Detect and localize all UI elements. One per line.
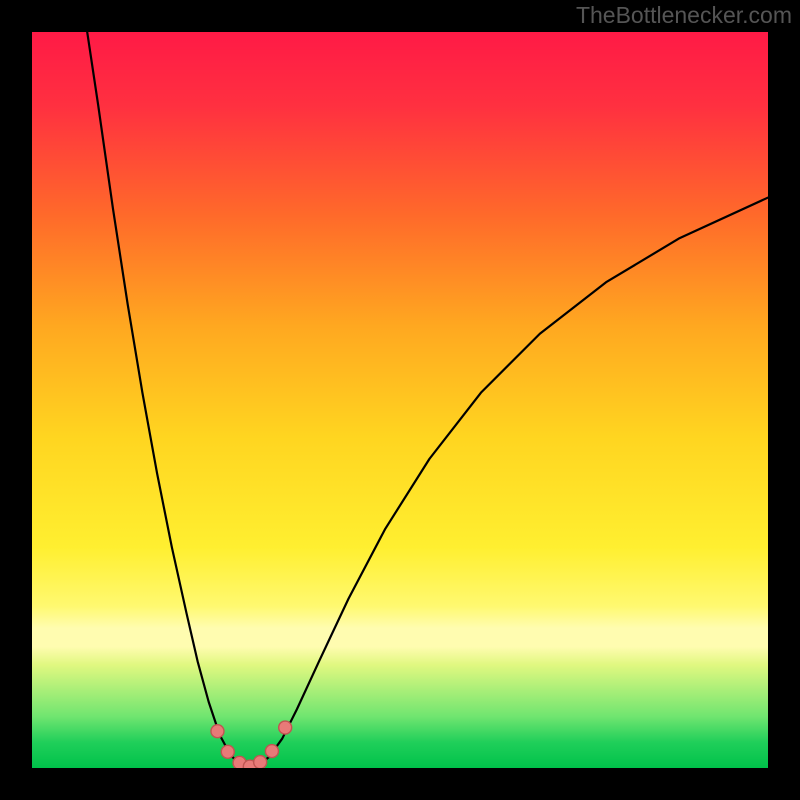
- marker-point: [221, 745, 234, 758]
- marker-point: [254, 756, 267, 769]
- bottleneck-chart: [0, 0, 800, 800]
- marker-point: [211, 725, 224, 738]
- marker-point: [265, 745, 278, 758]
- chart-plot-bg: [32, 32, 768, 768]
- watermark-text: TheBottlenecker.com: [576, 2, 792, 29]
- marker-point: [279, 721, 292, 734]
